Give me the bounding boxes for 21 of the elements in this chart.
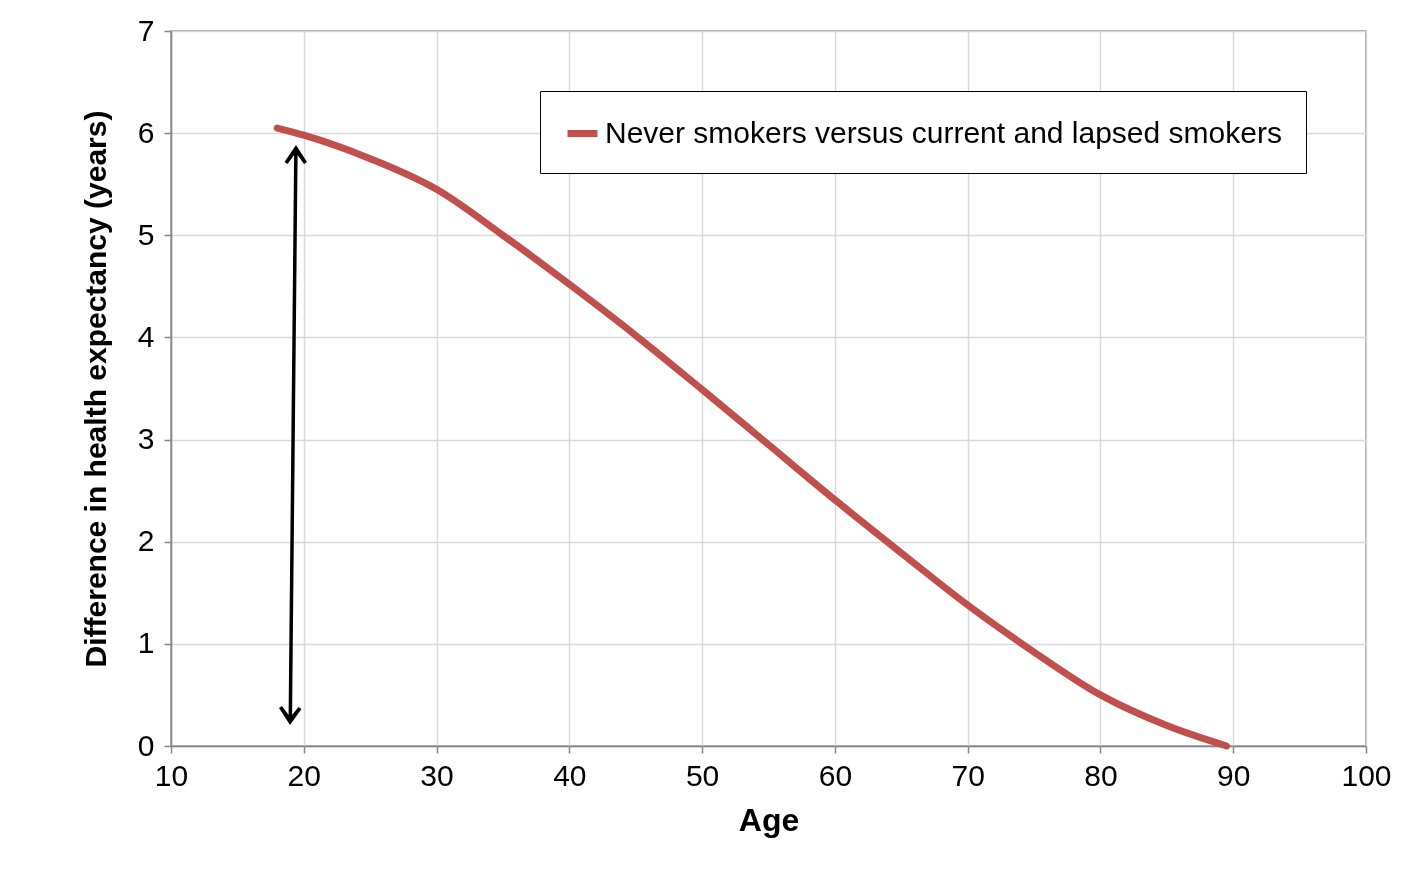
x-tick-label: 90 <box>1217 758 1251 792</box>
x-tick-label: 10 <box>154 758 189 792</box>
y-tick-label: 5 <box>137 217 155 251</box>
x-tick-label: 70 <box>951 758 985 792</box>
y-axis-title: Difference in health expectancy (years) <box>78 110 112 668</box>
y-tick-label: 3 <box>137 422 155 456</box>
legend-label: Never smokers versus current and lapsed smokers <box>605 115 1282 149</box>
x-tick-label: 100 <box>1341 758 1392 792</box>
x-axis-title: Age <box>738 801 800 838</box>
x-tick-label: 30 <box>420 758 454 792</box>
x-tick-label: 20 <box>287 758 321 792</box>
y-tick-label: 2 <box>137 524 155 558</box>
x-tick-label: 60 <box>818 758 853 792</box>
y-tick-label: 0 <box>137 728 155 762</box>
y-tick-label: 6 <box>137 115 155 149</box>
y-tick-label: 7 <box>137 13 155 47</box>
x-tick-label: 80 <box>1084 758 1118 792</box>
x-tick-label: 40 <box>553 758 587 792</box>
y-tick-label: 1 <box>137 626 155 660</box>
y-tick-label: 4 <box>137 319 155 353</box>
x-tick-label: 50 <box>685 758 720 792</box>
